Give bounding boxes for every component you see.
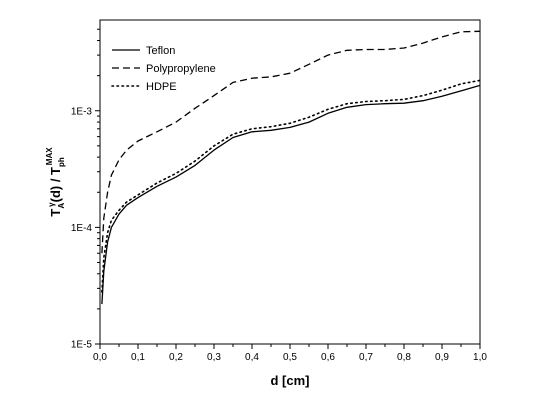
- legend-label: HDPE: [146, 81, 177, 93]
- y-axis: 1E-5 1E-4 1E-3: [71, 28, 100, 351]
- y-tick-label: 1E-3: [71, 106, 93, 117]
- x-tick-label: 0,0: [93, 352, 107, 363]
- legend: Teflon Polypropylene HDPE: [111, 45, 216, 93]
- y-tick-label: 1E-5: [71, 340, 93, 351]
- x-axis-title: d [cm]: [271, 373, 310, 388]
- legend-label: Teflon: [146, 45, 175, 57]
- y-tick-label: 1E-4: [71, 223, 93, 234]
- x-tick-label: 0,2: [169, 352, 183, 363]
- series-line-polypropylene: [101, 30, 481, 254]
- series-layer: [101, 30, 481, 305]
- x-tick-label: 0,1: [131, 352, 145, 363]
- legend-label: Polypropylene: [146, 63, 216, 75]
- x-tick-label: 0,5: [283, 352, 297, 363]
- x-tick-label: 0,7: [359, 352, 373, 363]
- x-tick-label: 0,8: [397, 352, 411, 363]
- series-line-hdpe: [101, 79, 481, 293]
- series-line-teflon: [101, 84, 481, 305]
- x-tick-label: 0,4: [245, 352, 259, 363]
- y-axis-title: TAγ(d) / TphMAX: [45, 147, 66, 217]
- x-tick-label: 0,3: [207, 352, 221, 363]
- x-tick-label: 0,9: [435, 352, 449, 363]
- x-tick-label: 0,6: [321, 352, 335, 363]
- x-axis: 0,0 0,1 0,2 0,3 0,4 0,5 0,6 0,7 0,8 0,9 1,0: [93, 344, 487, 363]
- x-tick-label: 1,0: [473, 352, 487, 363]
